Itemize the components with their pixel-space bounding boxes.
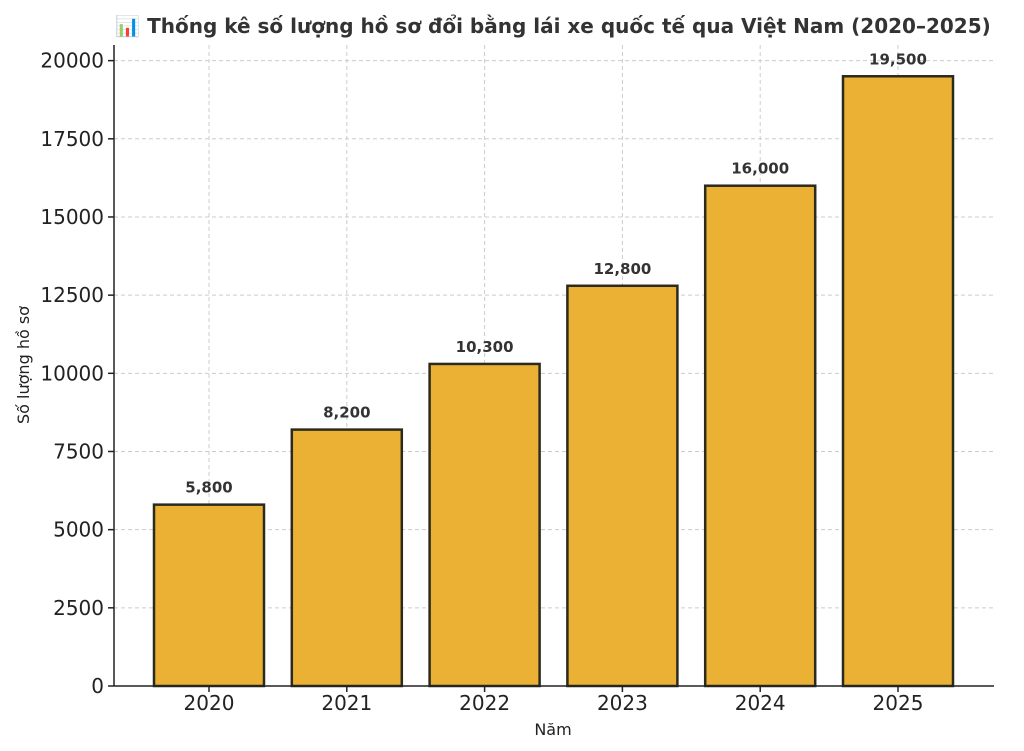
y-axis-label: Số lượng hồ sơ <box>14 306 33 424</box>
data-label-2023: 12,800 <box>593 260 651 278</box>
x-tick-label-2023: 2023 <box>597 691 648 715</box>
bar-2023 <box>566 284 679 688</box>
bar-2022 <box>428 362 541 688</box>
x-tick-label-2021: 2021 <box>321 691 372 715</box>
y-tick-label: 2500 <box>53 596 104 620</box>
y-tick-label: 7500 <box>53 439 104 463</box>
x-tick-label-2022: 2022 <box>459 691 510 715</box>
x-tick-label-2025: 2025 <box>873 691 924 715</box>
x-tick-label-2024: 2024 <box>735 691 786 715</box>
y-tick-label: 5000 <box>53 518 104 542</box>
bar-2020 <box>152 503 266 688</box>
bar-2025 <box>841 75 955 688</box>
bars <box>152 75 955 688</box>
data-label-2025: 19,500 <box>869 50 927 68</box>
chart-title: 📊 Thống kê số lượng hồ sơ đổi bằng lái x… <box>115 14 991 38</box>
y-tick-label: 15000 <box>40 205 104 229</box>
axes: 0 2500 5000 7500 10000 12500 15000 17500 20000 20… <box>40 45 994 715</box>
x-tick-label-2020: 2020 <box>184 691 235 715</box>
y-tick-label: 17500 <box>40 127 104 151</box>
data-label-2024: 16,000 <box>731 160 789 178</box>
bar-2021 <box>290 428 404 688</box>
x-axis-label: Năm <box>534 720 571 739</box>
y-tick-label: 12500 <box>40 283 104 307</box>
data-label-2020: 5,800 <box>185 479 232 497</box>
bar-2024 <box>703 184 817 688</box>
y-tick-label: 10000 <box>40 361 104 385</box>
data-labels: 5,800 8,200 10,300 12,800 16,000 19,500 <box>185 50 927 496</box>
y-tick-label: 20000 <box>40 49 104 73</box>
data-label-2022: 10,300 <box>456 338 514 356</box>
y-tick-label: 0 <box>91 674 104 698</box>
data-label-2021: 8,200 <box>323 404 370 422</box>
